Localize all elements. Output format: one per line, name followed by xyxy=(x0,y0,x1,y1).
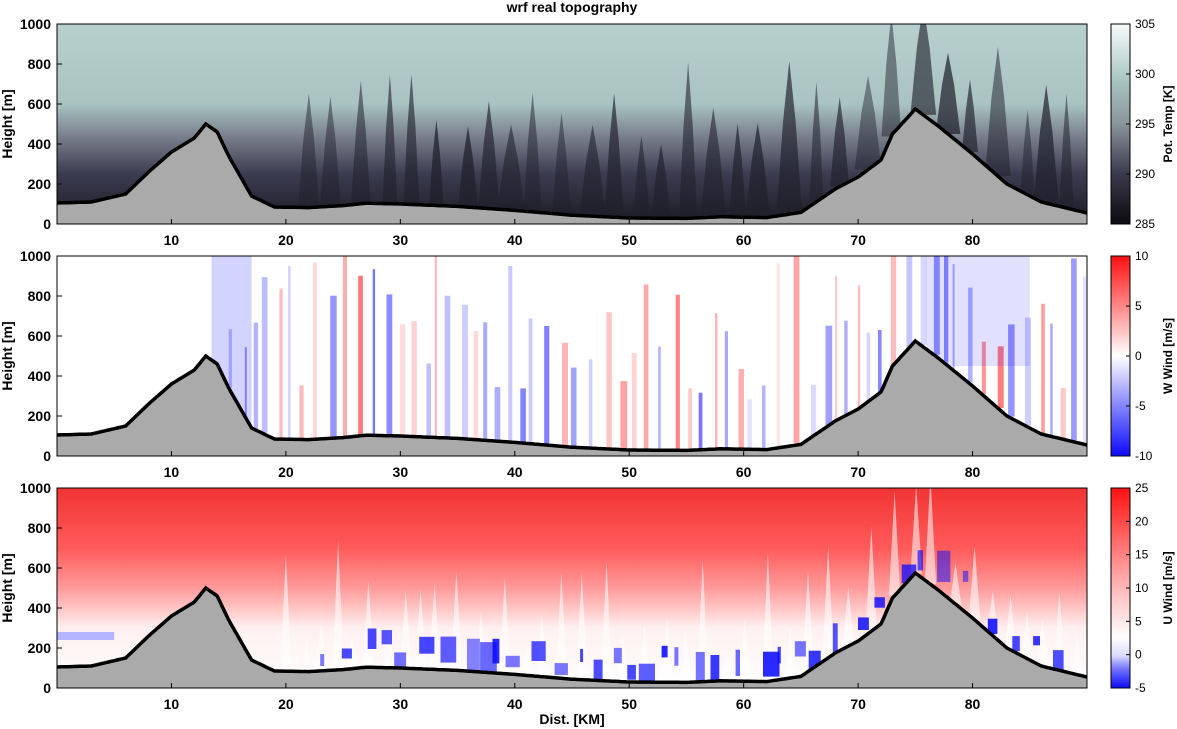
x-tick-label: 10 xyxy=(164,232,180,248)
chart-title: wrf real topography xyxy=(506,0,638,15)
axes-frame xyxy=(56,487,1088,689)
axes-frame xyxy=(56,255,1088,457)
y-axis-label: Height [m] xyxy=(0,321,15,390)
colorbar-tick-label: 5 xyxy=(1135,299,1142,313)
terrain-outline xyxy=(57,106,1087,221)
y-tick-label: 200 xyxy=(28,640,52,656)
colorbar-tick-label: -10 xyxy=(1135,449,1153,463)
colorbar-tick-label: 295 xyxy=(1135,117,1155,131)
colorbar-tick-label: 10 xyxy=(1135,249,1149,263)
colorbar-tick-label: 15 xyxy=(1135,548,1149,562)
x-tick-label: 40 xyxy=(507,232,523,248)
x-tick-label: 30 xyxy=(393,464,409,480)
y-tick-label: 1000 xyxy=(20,480,51,496)
colorbar-tick-label: -5 xyxy=(1135,681,1146,695)
colorbar-u-wind: -5 0 5 10 15 20 25 U Wind [m/s] xyxy=(1110,481,1175,695)
y-tick-label: 0 xyxy=(43,216,51,232)
y-tick-label: 800 xyxy=(28,520,52,536)
terrain-fill xyxy=(57,109,1087,224)
colorbar-label: U Wind [m/s] xyxy=(1161,551,1175,624)
x-tick-label: 40 xyxy=(507,696,523,712)
x-tick-label: 40 xyxy=(507,464,523,480)
x-tick-label: 20 xyxy=(278,232,294,248)
x-tick-label: 50 xyxy=(621,696,637,712)
colorbar-tick-label: -5 xyxy=(1135,399,1146,413)
x-tick-label: 20 xyxy=(278,464,294,480)
y-tick-label: 200 xyxy=(28,408,52,424)
colorbar-label: Pot. Temp [K] xyxy=(1161,85,1175,162)
terrain-fill xyxy=(57,573,1087,688)
x-tick-label: 70 xyxy=(850,696,866,712)
colorbar-tick-label: 300 xyxy=(1135,67,1155,81)
terrain-outline xyxy=(57,570,1087,685)
x-tick-label: 20 xyxy=(278,696,294,712)
y-tick-label: 400 xyxy=(28,136,52,152)
colorbar-tick-label: 290 xyxy=(1135,167,1155,181)
y-tick-label: 1000 xyxy=(20,16,51,32)
y-tick-label: 400 xyxy=(28,368,52,384)
x-axis-label: Dist. [KM] xyxy=(539,711,604,727)
y-tick-label: 600 xyxy=(28,560,52,576)
y-tick-label: 0 xyxy=(43,680,51,696)
y-tick-label: 600 xyxy=(28,328,52,344)
axes-frame xyxy=(56,23,1088,225)
colorbar-tick-label: 5 xyxy=(1135,614,1142,628)
x-tick-label: 70 xyxy=(850,232,866,248)
x-tick-label: 30 xyxy=(393,696,409,712)
y-tick-label: 1000 xyxy=(20,248,51,264)
y-axis-label: Height [m] xyxy=(0,553,15,622)
panel-pot-temp: 0 200 400 600 800 1000 10 20 30 40 50 60 70 80 Height … xyxy=(0,16,1175,248)
y-axis-label: Height [m] xyxy=(0,89,15,158)
x-tick-label: 30 xyxy=(393,232,409,248)
u-wind-field xyxy=(57,488,1087,688)
colorbar-tick-label: 10 xyxy=(1135,581,1149,595)
colorbar-tick-label: 20 xyxy=(1135,514,1149,528)
x-tick-label: 50 xyxy=(621,464,637,480)
colorbar-tick-label: 0 xyxy=(1135,648,1142,662)
x-tick-label: 60 xyxy=(736,232,752,248)
y-tick-label: 400 xyxy=(28,600,52,616)
y-tick-label: 800 xyxy=(28,56,52,72)
colorbar-tick-label: 0 xyxy=(1135,349,1142,363)
colorbar-tick-label: 305 xyxy=(1135,17,1155,31)
x-tick-label: 70 xyxy=(850,464,866,480)
x-tick-label: 10 xyxy=(164,464,180,480)
x-tick-label: 10 xyxy=(164,696,180,712)
colorbar-tick-label: 25 xyxy=(1135,481,1149,495)
w-wind-field xyxy=(57,256,1087,456)
x-tick-label: 80 xyxy=(965,232,981,248)
pot-temp-field xyxy=(57,24,1087,224)
terrain-outline xyxy=(57,338,1087,453)
y-tick-label: 800 xyxy=(28,288,52,304)
x-tick-label: 80 xyxy=(965,696,981,712)
y-tick-label: 0 xyxy=(43,448,51,464)
colorbar-pot-temp: 285 290 295 300 305 Pot. Temp [K] xyxy=(1110,17,1175,231)
colorbar-label: W Wind [m/s] xyxy=(1161,318,1175,394)
y-tick-label: 600 xyxy=(28,96,52,112)
terrain-fill xyxy=(57,341,1087,456)
colorbar-w-wind: -10 -5 0 5 10 W Wind [m/s] xyxy=(1110,249,1175,463)
x-tick-label: 60 xyxy=(736,696,752,712)
x-tick-label: 60 xyxy=(736,464,752,480)
x-tick-label: 50 xyxy=(621,232,637,248)
y-tick-label: 200 xyxy=(28,176,52,192)
colorbar-tick-label: 285 xyxy=(1135,217,1155,231)
x-tick-label: 80 xyxy=(965,464,981,480)
